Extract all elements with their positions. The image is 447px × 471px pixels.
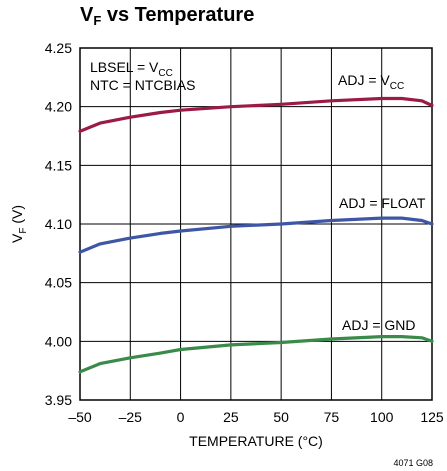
series-label: ADJ = VCC bbox=[338, 72, 404, 92]
series-label: ADJ = FLOAT bbox=[339, 195, 426, 211]
y-tick-label: 4.00 bbox=[45, 333, 72, 349]
series-line bbox=[78, 96, 434, 133]
x-tick-label: –25 bbox=[119, 409, 143, 425]
y-tick-label: 4.15 bbox=[45, 157, 72, 173]
y-axis-label: VF (V) bbox=[9, 205, 29, 243]
x-tick-label: 0 bbox=[177, 409, 185, 425]
x-axis-label: TEMPERATURE (°C) bbox=[189, 433, 323, 449]
x-tick-label: 75 bbox=[324, 409, 340, 425]
y-tick-label: 4.25 bbox=[45, 40, 72, 56]
y-tick-label: 4.10 bbox=[45, 216, 72, 232]
chart-title: VF vs Temperature bbox=[80, 4, 255, 28]
y-tick-label: 3.95 bbox=[45, 392, 72, 408]
figure-id: 4071 G08 bbox=[393, 458, 433, 468]
series-line bbox=[78, 216, 434, 254]
y-tick-label: 4.05 bbox=[45, 275, 72, 291]
condition-label: LBSEL = VCC bbox=[90, 59, 173, 79]
x-tick-label: 50 bbox=[273, 409, 289, 425]
x-tick-label: 100 bbox=[370, 409, 394, 425]
series-label: ADJ = GND bbox=[342, 317, 416, 333]
condition-label: NTC = NTCBIAS bbox=[90, 77, 195, 93]
series-line bbox=[78, 335, 434, 374]
y-tick-label: 4.20 bbox=[45, 99, 72, 115]
x-tick-label: 25 bbox=[223, 409, 239, 425]
x-tick-label: –50 bbox=[68, 409, 92, 425]
x-tick-label: 125 bbox=[420, 409, 444, 425]
